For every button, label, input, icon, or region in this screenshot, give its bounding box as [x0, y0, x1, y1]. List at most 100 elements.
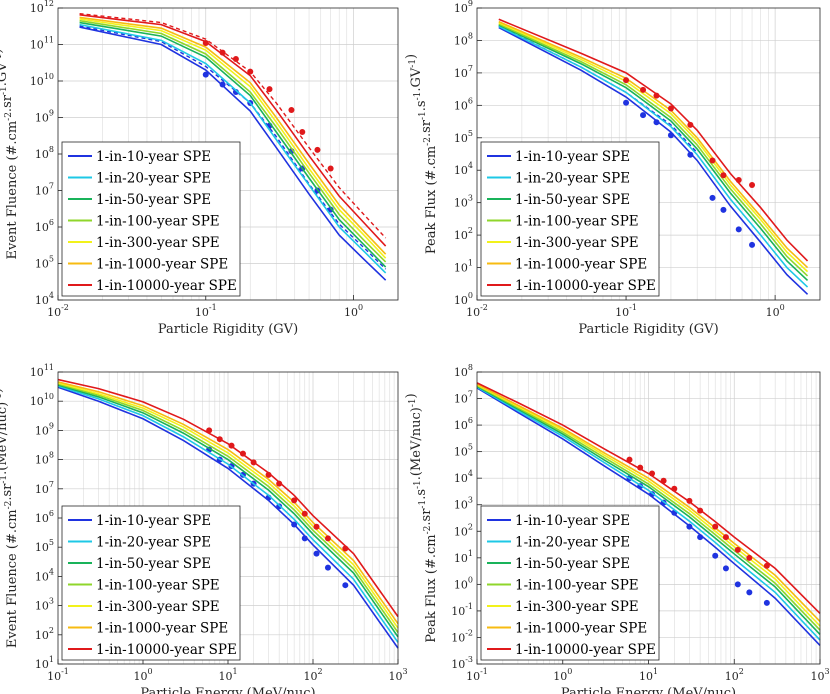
data-point — [697, 534, 704, 541]
series-line-5 — [57, 382, 399, 629]
x-tick-label: 103 — [388, 667, 407, 683]
data-point — [749, 182, 756, 189]
chart-panel-2: 10-2 10-1 100 100 101 102 103 104 105 106 107 108 10… — [404, 0, 821, 337]
y-tick-label: 108 — [454, 363, 473, 379]
data-point — [671, 485, 678, 492]
x-tick-label: 101 — [639, 667, 658, 683]
y-tick-label: 103 — [35, 597, 54, 613]
y-tick-label: 105 — [35, 255, 54, 271]
series-line-5 — [79, 18, 387, 259]
y-tick-label: 104 — [35, 291, 54, 307]
data-point — [626, 456, 633, 463]
series-line-2 — [57, 385, 399, 643]
data-point — [735, 226, 742, 233]
series-line-2 — [498, 25, 809, 288]
data-point — [219, 81, 226, 88]
data-point — [239, 450, 246, 457]
data-point — [720, 206, 727, 213]
data-point — [202, 39, 209, 46]
legend-entry: 1-in-10000-year SPE — [96, 642, 237, 658]
y-tick-label: 107 — [454, 64, 473, 80]
x-axis-label: Particle Energy (MeV/nuc) — [140, 686, 315, 694]
x-tick-label: 102 — [303, 667, 322, 683]
legend-entry: 1-in-300-year SPE — [96, 235, 220, 251]
series-line-3 — [57, 384, 399, 638]
y-tick-label: 106 — [454, 96, 473, 112]
series-line-3 — [498, 24, 809, 282]
data-point — [709, 157, 716, 164]
y-tick-label: 10-1 — [451, 602, 473, 618]
y-tick-label: 104 — [454, 469, 473, 485]
legend-entry: 1-in-10000-year SPE — [515, 642, 656, 658]
x-tick-label: 10-1 — [615, 303, 637, 319]
data-point — [649, 470, 656, 477]
legend-entry: 1-in-10-year SPE — [96, 149, 211, 165]
legend-box — [480, 505, 660, 661]
y-tick-label: 109 — [35, 421, 54, 437]
series-line-1 — [57, 386, 399, 649]
data-point — [640, 112, 647, 119]
x-axis-label: Particle Rigidity (GV) — [158, 322, 298, 337]
y-tick-label: 102 — [454, 522, 473, 538]
data-point — [265, 471, 272, 478]
data-point — [342, 582, 349, 589]
x-tick-label: 100 — [344, 303, 363, 319]
y-tick-label: 103 — [454, 194, 473, 210]
y-tick-label: 1011 — [30, 36, 54, 52]
y-tick-label: 102 — [35, 626, 54, 642]
data-point — [301, 535, 308, 542]
data-point — [667, 132, 674, 139]
legend-entry: 1-in-300-year SPE — [96, 599, 220, 615]
series-line-6 — [79, 16, 387, 255]
y-tick-label: 102 — [454, 226, 473, 242]
y-tick-label: 1011 — [30, 363, 54, 379]
y-tick-label: 106 — [35, 509, 54, 525]
data-point — [720, 172, 727, 179]
legend-entry: 1-in-50-year SPE — [96, 556, 211, 572]
x-axis-label: Particle Energy (MeV/nuc) — [561, 686, 736, 694]
data-point — [735, 176, 742, 183]
data-point — [219, 49, 226, 56]
data-point — [288, 107, 295, 114]
y-tick-label: 108 — [454, 31, 473, 47]
legend-box — [61, 141, 241, 297]
legend-entry: 1-in-100-year SPE — [96, 214, 220, 230]
x-axis-label: Particle Rigidity (GV) — [578, 322, 718, 337]
data-point — [712, 523, 719, 530]
legend: 1-in-10-year SPE 1-in-20-year SPE 1-in-50-… — [61, 141, 241, 297]
data-point — [640, 86, 647, 93]
y-tick-label: 1010 — [30, 392, 54, 408]
x-tick-label: 10-1 — [47, 667, 69, 683]
data-point — [686, 497, 693, 504]
data-point — [686, 523, 693, 530]
data-point — [623, 99, 630, 106]
data-point — [291, 497, 298, 504]
y-tick-label: 105 — [454, 443, 473, 459]
data-point — [232, 56, 239, 63]
series-line-1 — [476, 387, 821, 646]
legend: 1-in-10-year SPE 1-in-20-year SPE 1-in-50-… — [480, 141, 660, 297]
data-point — [749, 241, 756, 248]
chart-panel-1: 10-2 10-1 100 104 105 106 107 108 109 1010 1011 101… — [0, 0, 399, 337]
legend-entry: 1-in-20-year SPE — [96, 171, 211, 187]
series-line-7 — [79, 14, 387, 247]
y-tick-label: 105 — [454, 129, 473, 145]
legend-entry: 1-in-1000-year SPE — [515, 621, 647, 637]
y-tick-label: 108 — [35, 451, 54, 467]
y-tick-label: 106 — [454, 416, 473, 432]
legend-box — [61, 505, 241, 661]
legend-entry: 1-in-10-year SPE — [96, 513, 211, 529]
y-tick-label: 107 — [35, 182, 54, 198]
legend-entry: 1-in-300-year SPE — [515, 235, 639, 251]
data-point — [324, 535, 331, 542]
y-tick-label: 108 — [35, 145, 54, 161]
legend-entry: 1-in-100-year SPE — [96, 578, 220, 594]
y-tick-label: 109 — [35, 109, 54, 125]
y-tick-label: 1010 — [30, 72, 54, 88]
data-point — [660, 477, 667, 484]
series-line-6 — [498, 20, 809, 269]
legend-entry: 1-in-50-year SPE — [515, 556, 630, 572]
legend-entry: 1-in-100-year SPE — [515, 214, 639, 230]
data-point — [250, 459, 257, 466]
data-point — [314, 146, 321, 153]
